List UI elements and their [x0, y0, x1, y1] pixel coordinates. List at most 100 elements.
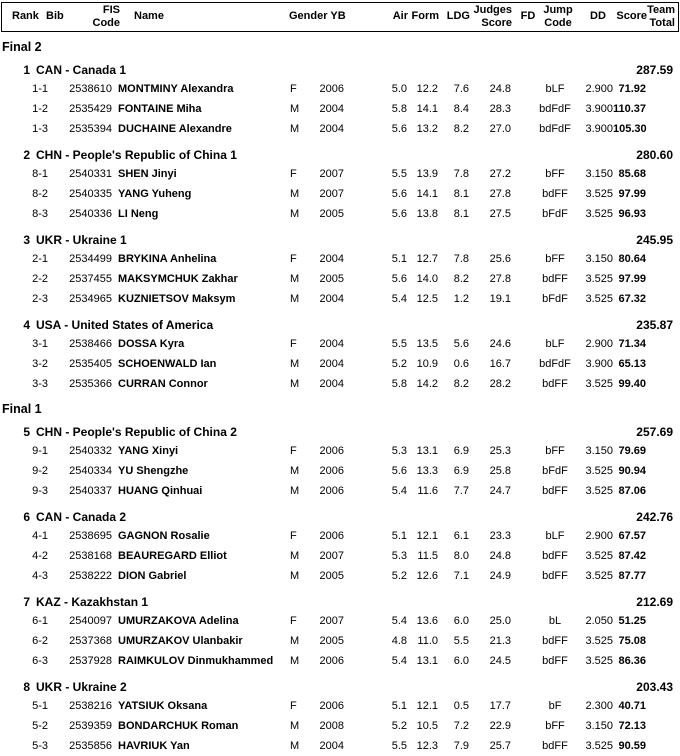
cell-dd: 3.525 [585, 273, 613, 285]
cell-score: 90.59 [618, 740, 646, 752]
team-athlete-rows: 9-1 2540332 YANG Xinyi F 2006 5.3 13.1 6… [0, 441, 680, 501]
cell-air: 5.0 [391, 83, 407, 95]
cell-gender: M [290, 123, 300, 135]
cell-jump-code: bFdF [542, 293, 568, 305]
cell-gender: F [290, 83, 297, 95]
cell-dd: 3.525 [585, 293, 613, 305]
team-name: UKR - Ukraine 1 [36, 233, 127, 247]
cell-year-born: 2006 [319, 485, 344, 497]
athlete-row: 5-1 2538216 YATSIUK Oksana F 2006 5.1 12… [0, 696, 680, 716]
cell-jump-code: bdFdF [539, 103, 571, 115]
cell-fis-code: 2540331 [69, 168, 112, 180]
cell-ldg: 8.2 [453, 378, 469, 390]
team-name: CHN - People's Republic of China 1 [36, 148, 237, 162]
cell-fis-code: 2540332 [69, 445, 112, 457]
cell-judges-score: 25.7 [489, 740, 511, 752]
cell-judges-score: 24.7 [489, 485, 511, 497]
team-name: CAN - Canada 2 [36, 510, 127, 524]
cell-bib: 1-2 [32, 103, 48, 115]
cell-judges-score: 19.1 [489, 293, 511, 305]
cell-athlete-name: BONDARCHUK Roman [118, 720, 239, 732]
cell-ldg: 6.9 [453, 465, 469, 477]
cell-air: 5.8 [391, 378, 407, 390]
cell-form: 13.1 [416, 655, 438, 667]
cell-score: 80.64 [618, 253, 646, 265]
column-header-team-total: Team Total [647, 4, 675, 29]
cell-athlete-name: CURRAN Connor [118, 378, 208, 390]
cell-ldg: 5.5 [453, 635, 469, 647]
athlete-row: 6-2 2537368 UMURZAKOV Ulanbakir M 2005 4… [0, 631, 680, 651]
cell-fis-code: 2535856 [69, 740, 112, 752]
cell-gender: F [290, 615, 297, 627]
cell-fis-code: 2538168 [69, 550, 112, 562]
cell-air: 5.6 [391, 123, 407, 135]
team-name: KAZ - Kazakhstan 1 [36, 595, 149, 609]
cell-score: 87.42 [618, 550, 646, 562]
team-athlete-rows: 3-1 2538466 DOSSA Kyra F 2004 5.5 13.5 5… [0, 334, 680, 394]
cell-form: 13.2 [416, 123, 438, 135]
cell-jump-code: bFF [545, 253, 565, 265]
athlete-row: 3-2 2535405 SCHOENWALD Ian M 2004 5.2 10… [0, 354, 680, 374]
cell-dd: 3.150 [585, 720, 613, 732]
column-header-jump-code: Jump Code [543, 4, 573, 29]
team-header-row: 1 CAN - Canada 1 287.59 [0, 62, 680, 79]
cell-judges-score: 24.5 [489, 655, 511, 667]
team-block: 2 CHN - People's Republic of China 1 280… [0, 147, 680, 224]
athlete-row: 6-3 2537928 RAIMKULOV Dinmukhammed M 200… [0, 651, 680, 671]
cell-year-born: 2004 [319, 103, 344, 115]
cell-ldg: 6.9 [453, 445, 469, 457]
athlete-row: 8-2 2540335 YANG Yuheng M 2007 5.6 14.1 … [0, 184, 680, 204]
cell-form: 12.1 [416, 700, 438, 712]
column-header-form: Form [411, 10, 440, 22]
cell-judges-score: 27.0 [489, 123, 511, 135]
athlete-row: 2-3 2534965 KUZNIETSOV Maksym M 2004 5.4… [0, 289, 680, 309]
cell-dd: 3.150 [585, 168, 613, 180]
cell-ldg: 8.0 [453, 550, 469, 562]
cell-gender: F [290, 445, 297, 457]
column-header-judges-score: Judges Score [473, 4, 512, 29]
cell-fis-code: 2538222 [69, 570, 112, 582]
cell-athlete-name: SCHOENWALD Ian [118, 358, 217, 370]
cell-ldg: 7.1 [453, 570, 469, 582]
cell-athlete-name: YANG Xinyi [118, 445, 179, 457]
team-rank: 7 [23, 595, 30, 609]
team-rank: 6 [23, 510, 30, 524]
cell-gender: M [290, 550, 300, 562]
cell-athlete-name: YANG Yuheng [118, 188, 192, 200]
team-name: CHN - People's Republic of China 2 [36, 425, 237, 439]
cell-jump-code: bL [548, 615, 562, 627]
cell-bib: 2-3 [32, 293, 48, 305]
athlete-row: 9-3 2540337 HUANG Qinhuai M 2006 5.4 11.… [0, 481, 680, 501]
team-block: 5 CHN - People's Republic of China 2 257… [0, 424, 680, 501]
team-total-score: 235.87 [636, 318, 673, 332]
cell-year-born: 2007 [319, 168, 344, 180]
cell-year-born: 2004 [319, 358, 344, 370]
cell-air: 5.6 [391, 208, 407, 220]
cell-judges-score: 28.3 [489, 103, 511, 115]
team-athlete-rows: 2-1 2534499 BRYKINA Anhelina F 2004 5.1 … [0, 249, 680, 309]
cell-form: 14.2 [416, 378, 438, 390]
column-header-score: Score [616, 10, 647, 22]
team-athlete-rows: 8-1 2540331 SHEN Jinyi F 2007 5.5 13.9 7… [0, 164, 680, 224]
cell-ldg: 7.6 [453, 83, 469, 95]
cell-judges-score: 27.8 [489, 188, 511, 200]
athlete-row: 3-1 2538466 DOSSA Kyra F 2004 5.5 13.5 5… [0, 334, 680, 354]
cell-year-born: 2004 [319, 253, 344, 265]
cell-dd: 3.900 [585, 358, 613, 370]
cell-bib: 8-1 [32, 168, 48, 180]
athlete-row: 2-2 2537455 MAKSYMCHUK Zakhar M 2005 5.6… [0, 269, 680, 289]
cell-jump-code: bdFF [542, 273, 568, 285]
team-name: UKR - Ukraine 2 [36, 680, 127, 694]
cell-bib: 8-2 [32, 188, 48, 200]
table-header-row: Rank Bib FIS Code Name Gender YB Air For… [1, 2, 679, 32]
cell-form: 13.1 [416, 445, 438, 457]
cell-fis-code: 2538466 [69, 338, 112, 350]
cell-form: 12.6 [416, 570, 438, 582]
column-header-name: Name [134, 10, 164, 22]
cell-score: 110.37 [613, 103, 647, 115]
cell-air: 5.5 [391, 338, 407, 350]
cell-judges-score: 16.7 [489, 358, 511, 370]
cell-dd: 2.900 [585, 83, 613, 95]
cell-year-born: 2006 [319, 530, 344, 542]
